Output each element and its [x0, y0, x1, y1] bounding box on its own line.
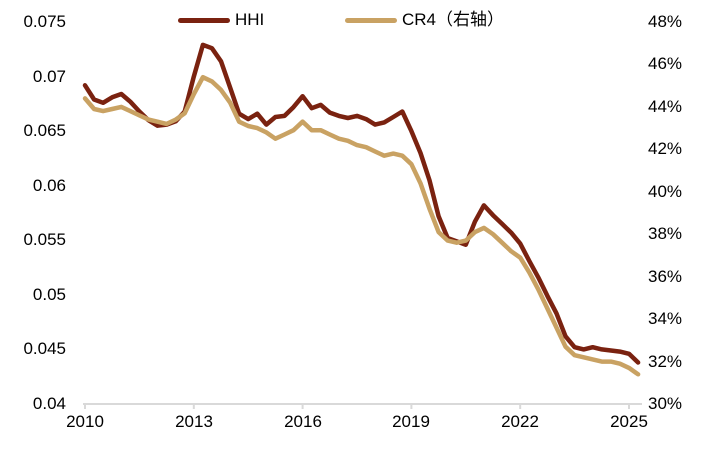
x-axis-tick-label: 2022: [501, 412, 539, 431]
right-axis-tick-label: 44%: [648, 97, 683, 116]
left-axis-tick-label: 0.05: [32, 285, 66, 304]
left-axis-tick-label: 0.07: [32, 67, 66, 86]
right-axis-tick-label: 38%: [648, 224, 683, 243]
legend-label-cr4: CR4（右轴）: [402, 10, 505, 29]
right-axis-tick-label: 36%: [648, 267, 683, 286]
legend-item-cr4[interactable]: CR4（右轴）: [345, 9, 504, 31]
x-axis-tick-label: 2025: [610, 412, 648, 431]
left-axis-tick-label: 0.04: [32, 394, 66, 413]
left-axis-tick-label: 0.055: [23, 230, 66, 249]
right-axis-tick-label: 40%: [648, 182, 683, 201]
x-axis-tick-label: 2013: [175, 412, 213, 431]
x-axis-tick-label: 2019: [392, 412, 430, 431]
right-axis-tick-label: 42%: [648, 139, 683, 158]
x-axis-tick-label: 2016: [284, 412, 322, 431]
left-axis-tick-label: 0.06: [32, 176, 66, 195]
right-axis-tick-label: 48%: [648, 12, 683, 31]
right-axis-tick-label: 34%: [648, 309, 683, 328]
right-axis-tick-label: 32%: [648, 352, 683, 371]
series-line-cr4: [82, 74, 641, 377]
legend-item-hhi[interactable]: HHI: [178, 9, 264, 31]
x-axis-tick-label: 2010: [66, 412, 104, 431]
left-axis-tick-label: 0.045: [23, 339, 66, 358]
legend-label-hhi: HHI: [235, 10, 265, 29]
left-axis-tick-label: 0.065: [23, 121, 66, 140]
cr4-line-swatch: [345, 17, 397, 23]
right-axis-tick-label: 46%: [648, 54, 683, 73]
hhi-line-swatch: [178, 17, 230, 23]
series-line-hhi: [82, 42, 641, 365]
right-axis-tick-label: 30%: [648, 394, 683, 413]
left-axis-tick-label: 0.075: [23, 12, 66, 31]
